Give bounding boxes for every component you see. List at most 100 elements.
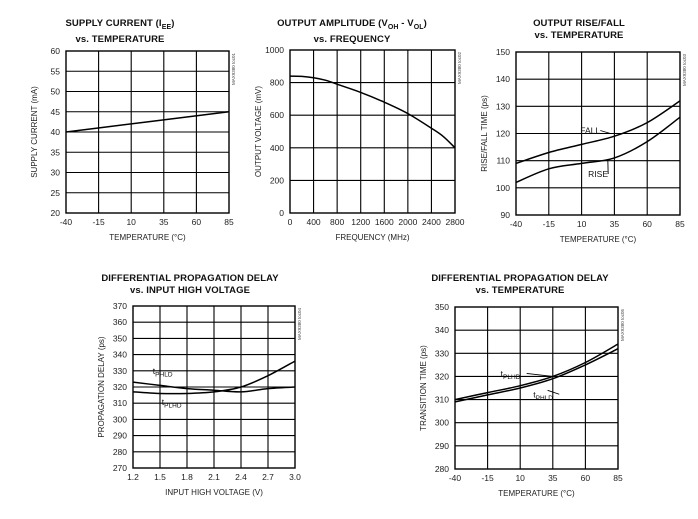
y-tick-label: 340 (435, 325, 449, 335)
title-line-1: OUTPUT AMPLITUDE (VOH - VOL) (277, 18, 427, 31)
y-tick-label: 200 (270, 175, 284, 185)
x-tick-label: 1.5 (154, 472, 166, 482)
label-leader-line (526, 372, 553, 377)
y-tick-label: 45 (51, 107, 61, 117)
y-axis-label: SUPPLY CURRENT (mA) (30, 86, 39, 178)
x-tick-label: 2000 (398, 217, 417, 227)
series-line-tplhd (132, 360, 296, 395)
y-tick-label: 280 (435, 464, 449, 474)
x-tick-label: 2.7 (262, 472, 274, 482)
x-axis-label: TEMPERATURE (°C) (498, 489, 575, 498)
y-tick-label: 370 (113, 301, 127, 311)
x-tick-label: -15 (481, 473, 494, 483)
x-tick-label: 85 (224, 217, 234, 227)
chart-title: DIFFERENTIAL PROPAGATION DELAY vs. TEMPE… (390, 273, 650, 297)
curve-label: RISE (588, 169, 608, 179)
y-tick-label: 140 (496, 74, 510, 84)
plot-svg: 1.2 1.5 1.8 2.1 2.4 2.7 3.0 270 280 290 300 310 320 3… (97, 301, 302, 497)
x-tick-label: 2.1 (208, 472, 220, 482)
y-tick-label: 100 (496, 183, 510, 193)
series-line-tphld (132, 381, 296, 393)
x-tick-label: 60 (192, 217, 202, 227)
y-tick-label: 90 (501, 210, 511, 220)
title-line-2: vs. INPUT HIGH VOLTAGE (129, 285, 251, 296)
x-axis-label: FREQUENCY (MHz) (335, 233, 409, 242)
y-tick-label: 320 (113, 382, 127, 392)
x-tick-label: -40 (449, 473, 462, 483)
output-amplitude-chart: OUTPUT AMPLITUDE (VOH - VOL) vs. FREQUEN… (232, 0, 472, 250)
plot-svg: -40 -15 10 35 60 85 90 100 110 120 130 140 150 TEMPER… (480, 47, 687, 244)
plot-frame (289, 49, 456, 214)
y-tick-label: 310 (435, 395, 449, 405)
y-axis-label: OUTPUT VOLTAGE (mV) (254, 86, 263, 177)
x-tick-label: 85 (613, 473, 623, 483)
x-tick-label: -40 (60, 217, 73, 227)
title-line-1: SUPPLY CURRENT (IEE) (65, 18, 175, 31)
y-tick-label: 150 (496, 47, 510, 57)
series-line-0 (65, 111, 230, 133)
supply-current-chart: SUPPLY CURRENT (IEE) vs. TEMPERATURE -40… (0, 0, 240, 250)
x-tick-label: 1600 (375, 217, 394, 227)
x-tick-label: -40 (510, 219, 523, 229)
x-tick-label: 60 (581, 473, 591, 483)
x-axis-label: TEMPERATURE (°C) (109, 233, 186, 242)
x-tick-label: 10 (577, 219, 587, 229)
y-tick-label: 35 (51, 147, 61, 157)
x-tick-label: 1.2 (127, 472, 139, 482)
series-line-0 (289, 75, 456, 149)
y-tick-label: 600 (270, 110, 284, 120)
x-tick-label: 2.4 (235, 472, 247, 482)
y-tick-label: 330 (113, 366, 127, 376)
x-tick-label: 85 (675, 219, 685, 229)
y-tick-label: 0 (279, 208, 284, 218)
y-tick-label: 340 (113, 350, 127, 360)
x-tick-label: 10 (515, 473, 525, 483)
title-line-1: DIFFERENTIAL PROPAGATION DELAY (431, 273, 609, 284)
plot-svg: 0 400 800 1200 1600 2000 2400 2800 0 200 400 600 800… (254, 45, 465, 242)
y-tick-label: 30 (51, 168, 61, 178)
rise-fall-chart: OUTPUT RISE/FALL vs. TEMPERATURE -40 -15 1… (460, 0, 698, 250)
title-line-2: vs. FREQUENCY (313, 33, 391, 45)
figure-code: MAX9380 toc04 (297, 308, 302, 341)
x-tick-label: 400 (306, 217, 320, 227)
plot-svg: -40 -15 10 35 60 85 20 25 30 35 40 45 50 55 60 TEMPERAT… (30, 46, 236, 242)
title-line-2: vs. TEMPERATURE (475, 285, 565, 296)
delay-vs-voltage-chart: DIFFERENTIAL PROPAGATION DELAY vs. INPUT… (60, 270, 320, 519)
label-leader-line (547, 389, 560, 395)
y-tick-label: 110 (496, 156, 510, 166)
figure-code: MAX9380 toc02 (457, 52, 462, 85)
y-tick-label: 1000 (265, 45, 284, 55)
delay-vs-temperature-chart: DIFFERENTIAL PROPAGATION DELAY vs. TEMPE… (390, 270, 650, 519)
series-line-fall (515, 100, 681, 165)
x-tick-label: 10 (126, 217, 136, 227)
y-tick-label: 330 (435, 348, 449, 358)
x-tick-label: 800 (330, 217, 344, 227)
x-tick-label: 1200 (351, 217, 370, 227)
plot-svg: -40 -15 10 35 60 85 280 290 300 310 320 330 340 350 TE… (419, 302, 625, 498)
y-tick-label: 270 (113, 463, 127, 473)
y-tick-label: 310 (113, 398, 127, 408)
y-tick-label: 280 (113, 447, 127, 457)
y-tick-label: 350 (435, 302, 449, 312)
series-line-tphld (454, 343, 619, 401)
title-line-2: vs. TEMPERATURE (534, 30, 624, 41)
y-tick-label: 25 (51, 188, 61, 198)
x-axis-label: INPUT HIGH VOLTAGE (V) (165, 488, 263, 497)
chart-title: DIFFERENTIAL PROPAGATION DELAY vs. INPUT… (60, 273, 320, 297)
curve-label: tPHLD (533, 389, 553, 402)
y-tick-label: 130 (496, 101, 510, 111)
curve-label: FALL (580, 126, 600, 136)
y-tick-label: 55 (51, 66, 61, 76)
chart-title: SUPPLY CURRENT (IEE) vs. TEMPERATURE (0, 18, 240, 46)
x-tick-label: 35 (610, 219, 620, 229)
figure-code: MAX9380 toc03 (682, 54, 687, 87)
y-tick-label: 50 (51, 87, 61, 97)
x-tick-label: 1.8 (181, 472, 193, 482)
y-tick-label: 40 (51, 127, 61, 137)
x-tick-label: 2800 (446, 217, 465, 227)
y-tick-label: 20 (51, 208, 61, 218)
x-axis-label: TEMPERATURE (°C) (560, 235, 637, 244)
y-tick-label: 800 (270, 78, 284, 88)
y-tick-label: 300 (113, 414, 127, 424)
